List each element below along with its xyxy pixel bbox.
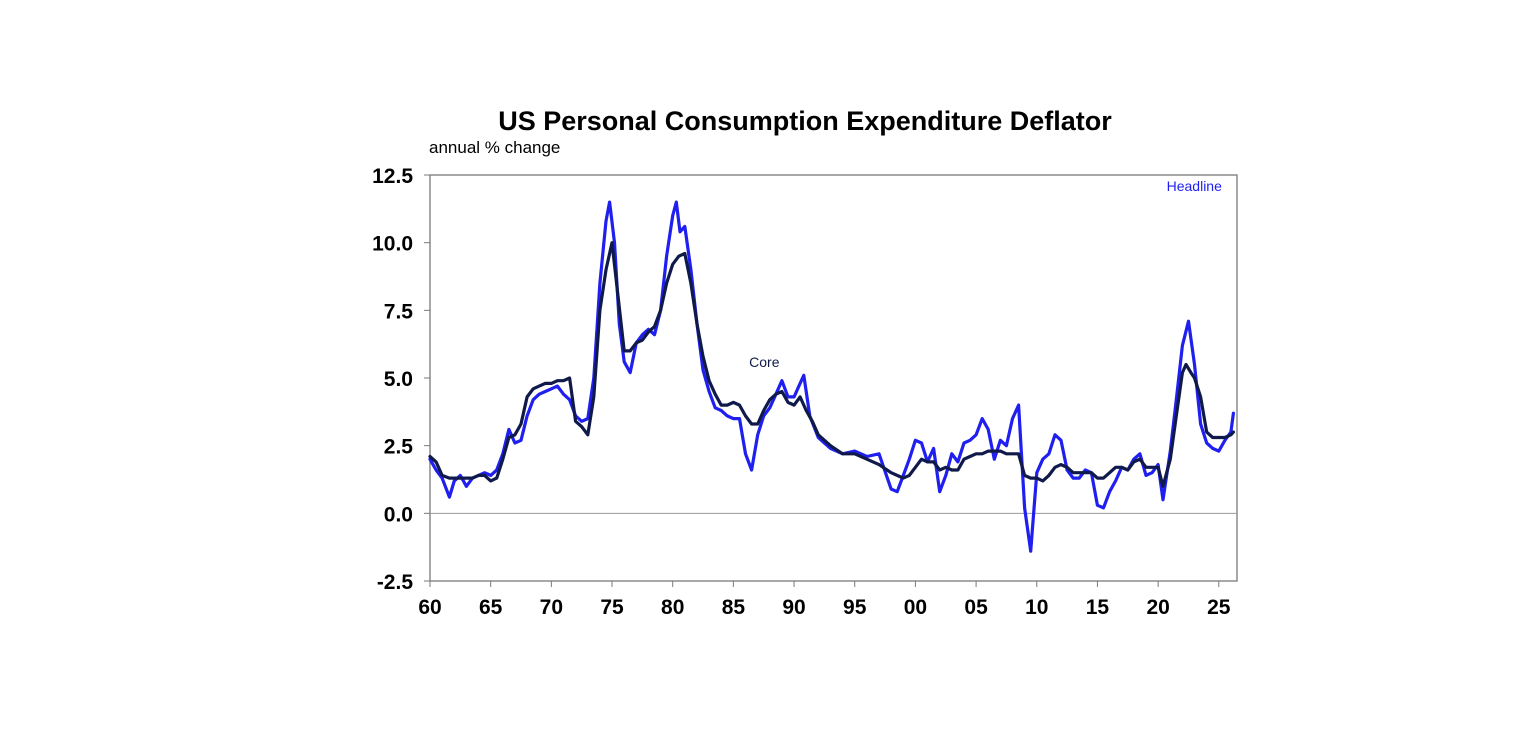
y-tick-label: 10.0: [372, 233, 413, 256]
x-tick-label: 85: [722, 596, 746, 619]
annotations: Headline Core: [749, 178, 1222, 370]
x-tick-label: 70: [540, 596, 563, 619]
x-tick-label: 00: [904, 596, 927, 619]
x-tick-label: 80: [661, 596, 684, 619]
series-line-headline: [428, 200, 1236, 553]
series-line-core: [428, 241, 1236, 488]
y-tick-label: 5.0: [384, 368, 413, 391]
chart-title: US Personal Consumption Expenditure Defl…: [498, 106, 1112, 136]
x-tick-label: 25: [1207, 596, 1231, 619]
x-tick-label: 65: [479, 596, 503, 619]
x-tick-label: 20: [1146, 596, 1169, 619]
x-tick-label: 10: [1025, 596, 1048, 619]
y-axis: -2.5 0.0 2.5 5.0 7.5 10.0 12.5: [372, 165, 430, 594]
y-tick-label: 2.5: [384, 436, 414, 459]
y-tick-label: 12.5: [372, 165, 413, 188]
x-tick-label: 75: [600, 596, 624, 619]
x-tick-label: 15: [1086, 596, 1110, 619]
y-tick-label: 0.0: [384, 503, 413, 526]
x-tick-label: 60: [418, 596, 441, 619]
x-tick-label: 05: [964, 596, 988, 619]
series-label-core: Core: [749, 354, 780, 370]
y-tick-label: -2.5: [377, 571, 414, 594]
y-tick-label: 7.5: [384, 300, 414, 323]
series-label-headline: Headline: [1167, 178, 1222, 194]
x-tick-label: 95: [843, 596, 867, 619]
plot-frame: [429, 174, 1238, 582]
x-tick-label: 90: [782, 596, 805, 619]
x-axis: 60 65 70 75 80 85 90 95 00 05 10 15 20 25: [418, 581, 1231, 619]
series-layer: [428, 200, 1236, 553]
chart-subtitle: annual % change: [429, 138, 560, 157]
